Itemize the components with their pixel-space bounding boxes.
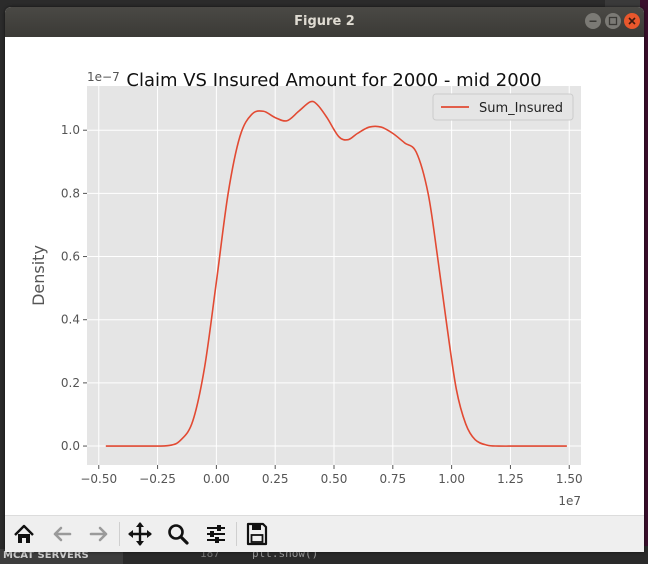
x-tick-label: 0.25 (262, 472, 289, 486)
zoom-button[interactable] (163, 520, 193, 548)
y-axis-label: Density (29, 245, 48, 306)
zoom-icon (168, 524, 189, 545)
configure-subplots-icon (207, 525, 225, 543)
maximize-button[interactable] (605, 13, 621, 29)
terminal-sidebar-label: MCAT SERVERS (0, 549, 123, 564)
chart-title: Claim VS Insured Amount for 2000 - mid 2… (126, 70, 541, 91)
y-tick-label: 1.0 (61, 123, 80, 137)
legend-label: Sum_Insured (479, 101, 563, 116)
x-tick-label: 0.75 (379, 472, 406, 486)
toolbar-separator (119, 522, 120, 546)
x-tick-label: 0.50 (321, 472, 348, 486)
pan-icon (128, 522, 152, 546)
minimize-icon (589, 20, 597, 22)
x-tick-label: −0.50 (80, 472, 117, 486)
save-icon (246, 522, 268, 546)
close-icon (628, 17, 636, 25)
back-icon (53, 526, 72, 542)
x-tick-label: 0.00 (203, 472, 230, 486)
maximize-icon (608, 16, 618, 26)
x-tick-label: 1.25 (497, 472, 524, 486)
home-button[interactable] (9, 520, 39, 548)
background-terminal-edge (640, 0, 648, 564)
toolbar-separator (236, 522, 237, 546)
y-tick-label: 0.6 (61, 250, 80, 264)
figure-canvas[interactable]: −0.50 −0.25 0.00 0.25 0.50 0.75 1.00 1.25 1.50 0.… (5, 37, 644, 515)
y-offset-label: 1e−7 (87, 70, 120, 84)
save-button[interactable] (242, 520, 272, 548)
x-tick-label: −0.25 (139, 472, 176, 486)
configure-subplots-button[interactable] (201, 520, 231, 548)
y-tick-label: 0.8 (61, 186, 80, 200)
background-window-edge (605, 0, 648, 9)
forward-icon (89, 526, 108, 542)
y-tick-label: 0.0 (61, 439, 80, 453)
forward-button[interactable] (84, 520, 114, 548)
back-button[interactable] (47, 520, 77, 548)
title-bar[interactable]: Figure 2 (5, 7, 644, 37)
close-button[interactable] (624, 13, 640, 29)
figure-window: Figure 2 −0.50 −0.25 0.00 0.25 0.50 0.75 1.00 1… (5, 7, 644, 552)
x-offset-label: 1e7 (558, 494, 581, 508)
legend-box (432, 93, 574, 121)
plot-svg: −0.50 −0.25 0.00 0.25 0.50 0.75 1.00 1.25 1.50 0.… (29, 70, 583, 508)
x-tick-label: 1.50 (556, 472, 583, 486)
home-icon (14, 524, 34, 543)
pan-button[interactable] (125, 520, 155, 548)
window-title: Figure 2 (294, 14, 355, 29)
y-tick-label: 0.4 (61, 313, 80, 327)
minimize-button[interactable] (585, 13, 601, 29)
series-line-sum-insured (105, 100, 567, 447)
navigation-toolbar (5, 515, 644, 552)
y-tick-label: 0.2 (61, 376, 80, 390)
x-tick-label: 1.00 (438, 472, 465, 486)
